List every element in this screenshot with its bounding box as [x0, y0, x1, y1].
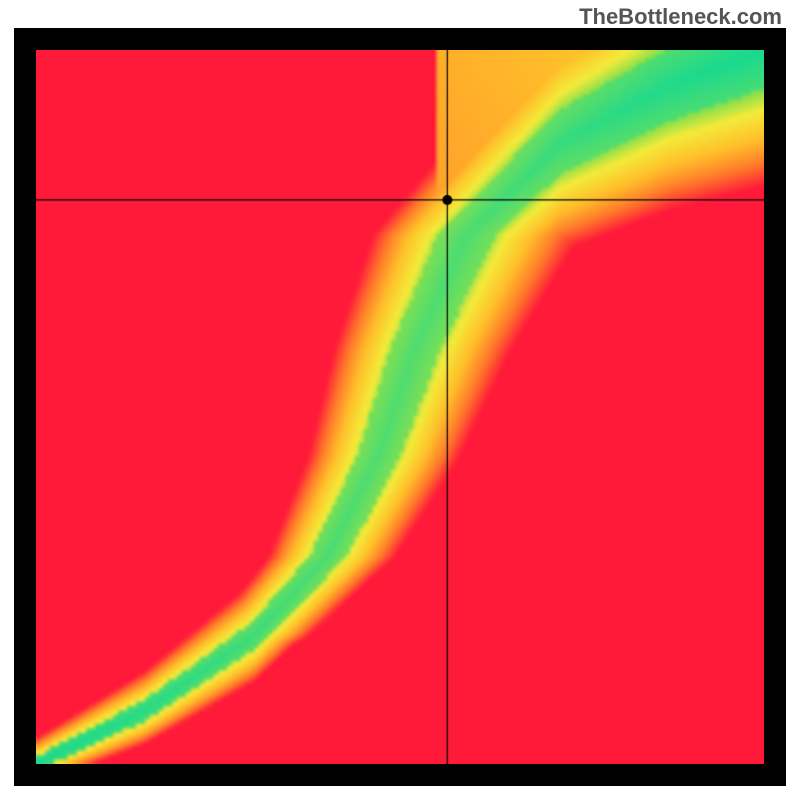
chart-outer-frame [14, 28, 786, 786]
watermark-text: TheBottleneck.com [579, 4, 782, 30]
bottleneck-heatmap [36, 50, 764, 764]
